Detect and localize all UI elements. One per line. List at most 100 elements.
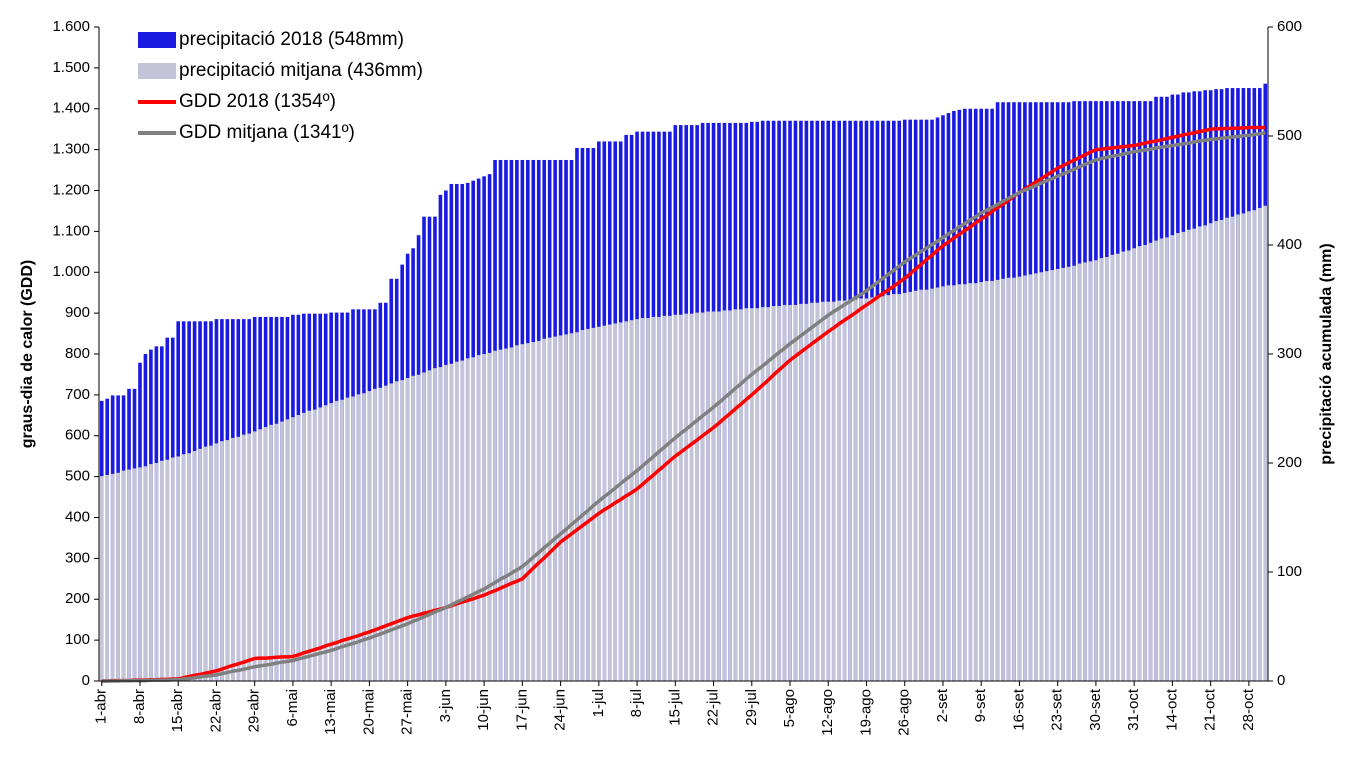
bar [269, 424, 273, 681]
bar [296, 415, 301, 681]
bar [482, 354, 486, 681]
y-tick-label: 1.500 [52, 59, 90, 76]
bar [225, 440, 230, 681]
bar [1039, 272, 1044, 681]
y-tick-label: 300 [65, 549, 90, 566]
bar [176, 456, 181, 681]
bar [1181, 231, 1186, 682]
x-tick-label: 15-jul [666, 689, 683, 726]
bar [788, 304, 792, 681]
y-tick-label: 1.300 [52, 141, 90, 158]
bar [373, 388, 377, 681]
x-tick-label: 13-mai [322, 689, 339, 735]
y2-tick-label: 500 [1277, 127, 1302, 144]
bar [564, 334, 568, 681]
bar [285, 419, 290, 681]
bar [509, 347, 514, 681]
x-tick-label: 2-set [934, 688, 951, 722]
bar [618, 322, 623, 681]
bar [400, 380, 404, 681]
bar [575, 332, 579, 681]
bar [804, 303, 809, 681]
bar [149, 464, 153, 681]
x-tick-label: 5-ago [781, 689, 798, 727]
bar [132, 468, 137, 681]
x-tick-label: 8-jul [628, 689, 645, 717]
bar [815, 302, 820, 681]
bar [831, 301, 836, 681]
bar [733, 309, 738, 681]
bar [1088, 261, 1093, 681]
bar [1077, 263, 1082, 681]
bar [334, 400, 339, 681]
bar [624, 321, 628, 681]
x-tick-label: 1-abr [93, 689, 110, 724]
bar [493, 350, 497, 681]
bar [657, 316, 661, 681]
y2-tick-label: 300 [1277, 345, 1302, 362]
y-axis-title: graus-dia de calor (GDD) [19, 260, 36, 448]
bar [1023, 275, 1027, 681]
bar [274, 423, 279, 681]
bar [531, 342, 536, 681]
x-tick-label: 28-oct [1240, 688, 1257, 731]
bar [476, 355, 481, 681]
bar [504, 348, 508, 681]
bar [728, 310, 732, 681]
bar [913, 290, 918, 681]
bar [498, 349, 503, 681]
bar [979, 282, 984, 681]
bar [160, 460, 164, 681]
line [101, 125, 1266, 683]
bar [826, 301, 831, 681]
bar [427, 370, 432, 681]
bar [739, 309, 743, 681]
bar [793, 304, 798, 681]
bar [487, 352, 492, 681]
bar [280, 421, 284, 681]
bar [640, 318, 645, 681]
x-tick-label: 6-mai [284, 689, 301, 727]
bar [673, 314, 678, 681]
bar [383, 385, 388, 681]
x-tick-label: 10-jun [475, 689, 492, 731]
y-tick-label: 0 [82, 672, 90, 689]
bar [553, 336, 557, 681]
bar [1258, 207, 1262, 681]
bar [121, 470, 126, 681]
x-tick-label: 8-abr [131, 689, 148, 724]
y-tick-label: 1.000 [52, 263, 90, 280]
x-tick-label: 15-abr [169, 689, 186, 732]
bar [678, 314, 683, 681]
legend-label: GDD mitjana (1341º) [179, 122, 355, 143]
y-tick-label: 1.400 [52, 100, 90, 117]
y2-tick-label: 400 [1277, 236, 1302, 253]
bar [1247, 211, 1251, 681]
bar [799, 303, 803, 681]
bar [580, 330, 585, 681]
bar [984, 280, 989, 681]
bar [749, 308, 754, 681]
bar [760, 307, 765, 681]
bar [411, 375, 415, 681]
bar [291, 417, 295, 681]
bar [138, 467, 142, 681]
bar [263, 427, 268, 681]
bar [203, 446, 208, 681]
bar [1017, 276, 1022, 681]
bar [1159, 238, 1164, 681]
bar [116, 472, 120, 681]
legend-label: precipitació mitjana (436mm) [179, 60, 423, 81]
y-tick-label: 200 [65, 590, 90, 607]
bar [766, 307, 770, 681]
bar [711, 311, 716, 681]
bar [471, 357, 475, 681]
bar [1186, 229, 1191, 682]
y-tick-label: 600 [65, 427, 90, 444]
bar [127, 469, 131, 681]
legend-swatch [138, 32, 176, 48]
bar [859, 298, 863, 681]
bar [881, 296, 885, 681]
bar [1115, 253, 1120, 681]
bar [990, 280, 994, 681]
